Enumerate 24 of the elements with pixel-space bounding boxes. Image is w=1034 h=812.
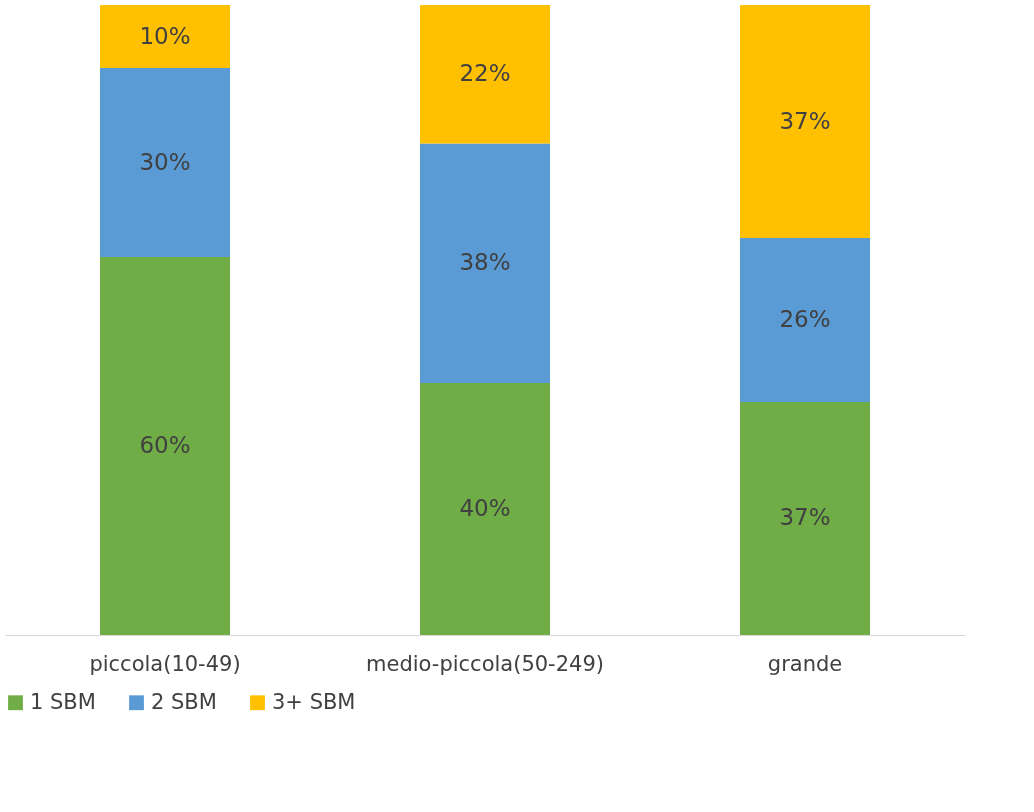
bar [740, 238, 870, 402]
data-label: 40% [459, 495, 511, 521]
bar [420, 383, 550, 635]
bar [100, 5, 230, 68]
legend-label: 3+ SBM [272, 689, 356, 714]
data-label: 38% [459, 249, 511, 276]
bar [740, 5, 870, 239]
data-label: 37% [779, 107, 831, 134]
bar [420, 143, 550, 383]
bar [740, 401, 870, 635]
data-label: 60% [139, 432, 191, 458]
x-tick-label: medio-piccola(50-249) [366, 651, 604, 676]
data-label: 37% [779, 504, 831, 531]
bar [100, 257, 230, 635]
data-label: 10% [139, 22, 191, 49]
legend-label: 2 SBM [151, 689, 217, 714]
x-tick-label: piccola(10-49) [89, 651, 241, 676]
data-label: 30% [139, 148, 191, 175]
data-label: 26% [779, 306, 831, 332]
bar [100, 68, 230, 257]
data-label: 22% [459, 60, 511, 87]
bar [420, 5, 550, 144]
legend-label: 1 SBM [30, 689, 96, 714]
x-tick-label: grande [767, 651, 843, 676]
